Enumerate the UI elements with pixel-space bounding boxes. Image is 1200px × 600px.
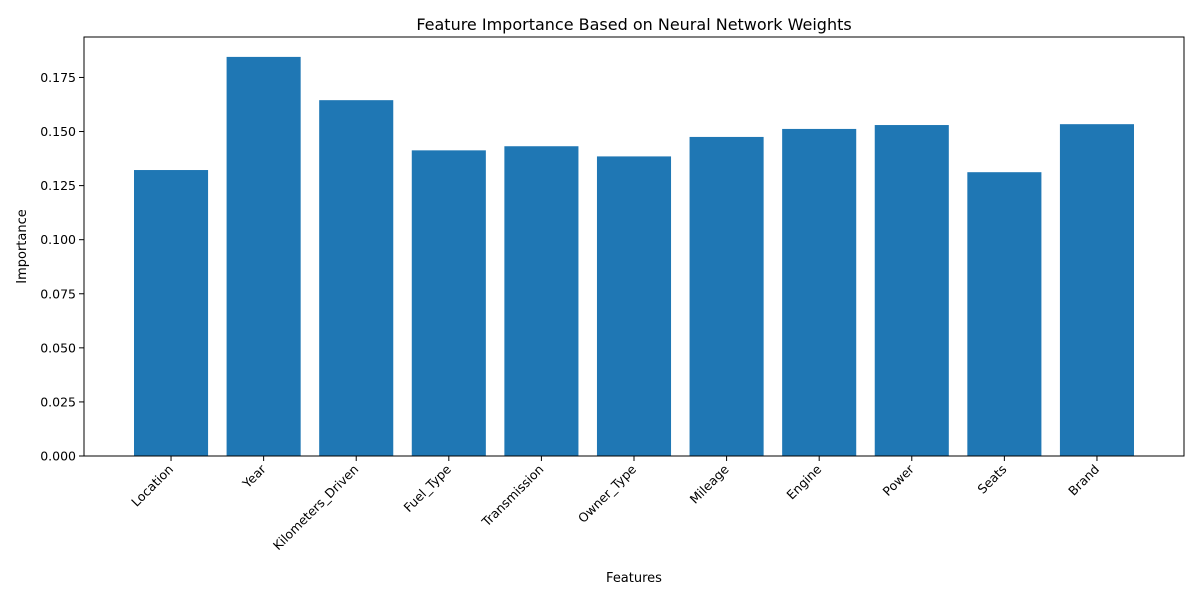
x-tick-label: Owner_Type — [575, 461, 639, 525]
x-tick-label: Engine — [783, 461, 824, 502]
x-tick-label: Location — [128, 462, 176, 510]
bar-brand — [1059, 124, 1134, 456]
bar-year — [226, 56, 301, 456]
bar-location — [134, 170, 209, 457]
bar-transmission — [504, 146, 579, 456]
x-tick-label: Seats — [974, 462, 1009, 497]
x-axis: Location Year Kilometers_Driven Fuel_Type Tr… — [128, 456, 1102, 553]
bar-owner-type — [596, 156, 672, 456]
x-tick-label: Kilometers_Driven — [270, 462, 362, 554]
bar-kilometers-driven — [319, 100, 394, 456]
x-tick-label: Mileage — [687, 461, 732, 506]
bar-seats — [967, 172, 1042, 457]
x-tick-label: Transmission — [478, 462, 546, 530]
y-axis: 0.000 0.025 0.050 0.075 0.100 0.125 0.150 0.175 — [40, 70, 84, 464]
x-tick-label: Power — [880, 461, 918, 499]
x-tick-label: Year — [239, 461, 270, 492]
y-tick-label: 0.075 — [40, 286, 76, 301]
y-tick-label: 0.175 — [40, 70, 76, 85]
y-tick-label: 0.000 — [40, 449, 76, 464]
y-tick-label: 0.150 — [40, 124, 76, 139]
x-axis-label: Features — [606, 571, 662, 586]
y-tick-label: 0.025 — [40, 394, 76, 409]
x-tick-label: Fuel_Type — [401, 461, 455, 515]
bar-power — [874, 125, 949, 457]
bar-fuel-type — [411, 150, 486, 456]
y-tick-label: 0.100 — [40, 232, 76, 247]
chart-title: Feature Importance Based on Neural Netwo… — [416, 15, 851, 34]
x-tick-label: Brand — [1065, 462, 1102, 499]
y-tick-label: 0.125 — [40, 178, 76, 193]
bar-engine — [782, 128, 857, 456]
y-tick-label: 0.050 — [40, 340, 76, 355]
y-axis-label: Importance — [15, 209, 30, 284]
bars-group — [134, 56, 1134, 457]
bar-mileage — [689, 136, 764, 456]
plot-frame — [83, 36, 1185, 457]
